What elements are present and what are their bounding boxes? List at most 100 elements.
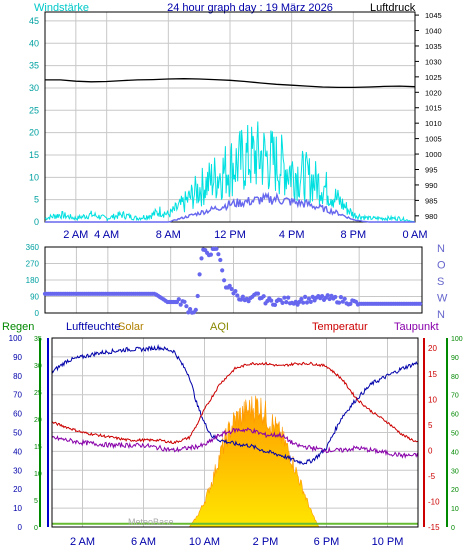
y-far-right-tick-label: 80 xyxy=(451,374,459,381)
series-line-dewpoint xyxy=(51,427,419,459)
y-left-tick-label: 25 xyxy=(29,105,39,115)
y-left-tick-label: 80 xyxy=(13,372,22,381)
direction-point xyxy=(338,295,343,300)
direction-point xyxy=(233,289,238,294)
y-far-right-tick-label: 70 xyxy=(451,393,459,400)
x-tick-label: 6 AM xyxy=(131,536,156,548)
direction-point xyxy=(178,302,183,307)
legend-temperatur: Temperatur xyxy=(312,321,368,333)
compass-label: N xyxy=(437,309,445,321)
direction-point xyxy=(320,294,325,299)
direction-point xyxy=(325,293,330,298)
y-right-tick-label: 1020 xyxy=(425,88,442,97)
direction-point xyxy=(186,310,191,315)
direction-point xyxy=(176,297,181,302)
direction-point xyxy=(282,295,287,300)
x-tick-label: 12 PM xyxy=(214,229,246,241)
direction-point xyxy=(193,307,198,312)
y-far-right-tick-label: 0 xyxy=(451,525,455,532)
y-far-right-tick-label: 40 xyxy=(451,449,459,456)
x-tick-label: 8 PM xyxy=(340,229,366,241)
direction-point xyxy=(342,296,347,301)
direction-point xyxy=(227,283,232,288)
direction-point xyxy=(197,272,202,277)
wind-speed-label: Windstärke xyxy=(34,2,89,14)
y-temp-tick-label: -5 xyxy=(428,472,436,481)
y-right-tick-label: 1010 xyxy=(425,119,442,128)
direction-point xyxy=(261,294,266,299)
series-line-wind-speed xyxy=(45,191,415,223)
direction-point xyxy=(195,293,200,299)
y-left-tick-label: 5 xyxy=(34,195,39,205)
direction-point xyxy=(199,256,204,261)
y-tick-label: 0 xyxy=(35,309,40,318)
direction-point xyxy=(299,296,304,302)
y-right-tick-label: 980 xyxy=(425,212,438,221)
y-left-tick-label: 20 xyxy=(29,128,39,138)
direction-point xyxy=(246,299,251,304)
y-rain-tick-label: 10 xyxy=(34,471,42,478)
y-rain-tick-label: 35 xyxy=(34,336,42,343)
y-far-right-tick-label: 30 xyxy=(451,468,459,475)
x-tick-label: 4 PM xyxy=(279,229,305,241)
y-temp-tick-label: 5 xyxy=(428,421,433,430)
y-left-tick-label: 30 xyxy=(13,466,22,475)
legend-regen: Regen xyxy=(2,321,34,333)
y-left-tick-label: 30 xyxy=(29,83,39,93)
y-left-tick-label: 45 xyxy=(29,16,39,26)
y-left-tick-label: 40 xyxy=(13,447,22,456)
plot-frame xyxy=(44,246,423,314)
direction-point xyxy=(284,300,289,305)
direction-point xyxy=(222,278,227,283)
direction-point xyxy=(304,300,310,305)
y-right-tick-label: 985 xyxy=(425,196,438,205)
direction-point xyxy=(333,294,338,300)
plot-frame xyxy=(51,337,419,528)
x-tick-label: 0 AM xyxy=(402,229,427,241)
wind-direction-panel: 0 N 90 W 180 S 270 O 360 N xyxy=(26,243,448,321)
direction-point xyxy=(418,301,423,306)
x-tick-label: 10 PM xyxy=(372,536,404,548)
y-far-right-tick-label: 50 xyxy=(451,431,459,438)
y-rain-tick-label: 25 xyxy=(34,390,42,397)
x-tick-label: 2 AM xyxy=(70,536,95,548)
series-line-temperature xyxy=(51,361,418,445)
y-far-right-tick-label: 60 xyxy=(451,412,459,419)
y-rain-tick-label: 15 xyxy=(34,444,42,451)
y-rain-tick-label: 5 xyxy=(34,498,38,505)
y-left-tick-label: 60 xyxy=(13,410,22,419)
y-left-tick-label: 10 xyxy=(29,172,39,182)
direction-point xyxy=(310,294,315,299)
compass-label: N xyxy=(437,243,445,255)
x-tick-label: 4 AM xyxy=(94,229,119,241)
series-line-pressure xyxy=(45,78,416,89)
y-tick-label: 270 xyxy=(26,260,40,269)
direction-point xyxy=(216,252,221,257)
series-line-humidity xyxy=(51,343,419,465)
legend-luftfeuchte: Luftfeuchte xyxy=(66,321,120,333)
y-left-tick-label: 0 xyxy=(34,217,39,227)
pressure-label: Luftdruck xyxy=(370,2,416,14)
y-far-right-tick-label: 100 xyxy=(451,336,463,343)
direction-point xyxy=(220,268,225,273)
y-temp-tick-label: 0 xyxy=(428,446,433,455)
y-rain-tick-label: 20 xyxy=(34,417,42,424)
plot-frame xyxy=(44,11,416,223)
y-temp-tick-label: 15 xyxy=(428,370,437,379)
x-tick-label: 10 AM xyxy=(189,536,220,548)
y-right-tick-label: 1045 xyxy=(425,11,442,20)
compass-label: S xyxy=(437,276,444,288)
y-left-tick-label: 15 xyxy=(29,150,39,160)
direction-point xyxy=(182,299,187,304)
y-far-right-tick-label: 90 xyxy=(451,355,459,362)
legend-solar: Solar xyxy=(118,321,144,333)
direction-point xyxy=(240,294,245,299)
direction-point xyxy=(208,252,213,257)
direction-point xyxy=(303,294,308,299)
y-left-tick-label: 35 xyxy=(29,61,39,71)
legend-taupunkt: Taupunkt xyxy=(394,321,439,333)
direction-point xyxy=(286,295,291,300)
direction-point xyxy=(280,300,285,305)
